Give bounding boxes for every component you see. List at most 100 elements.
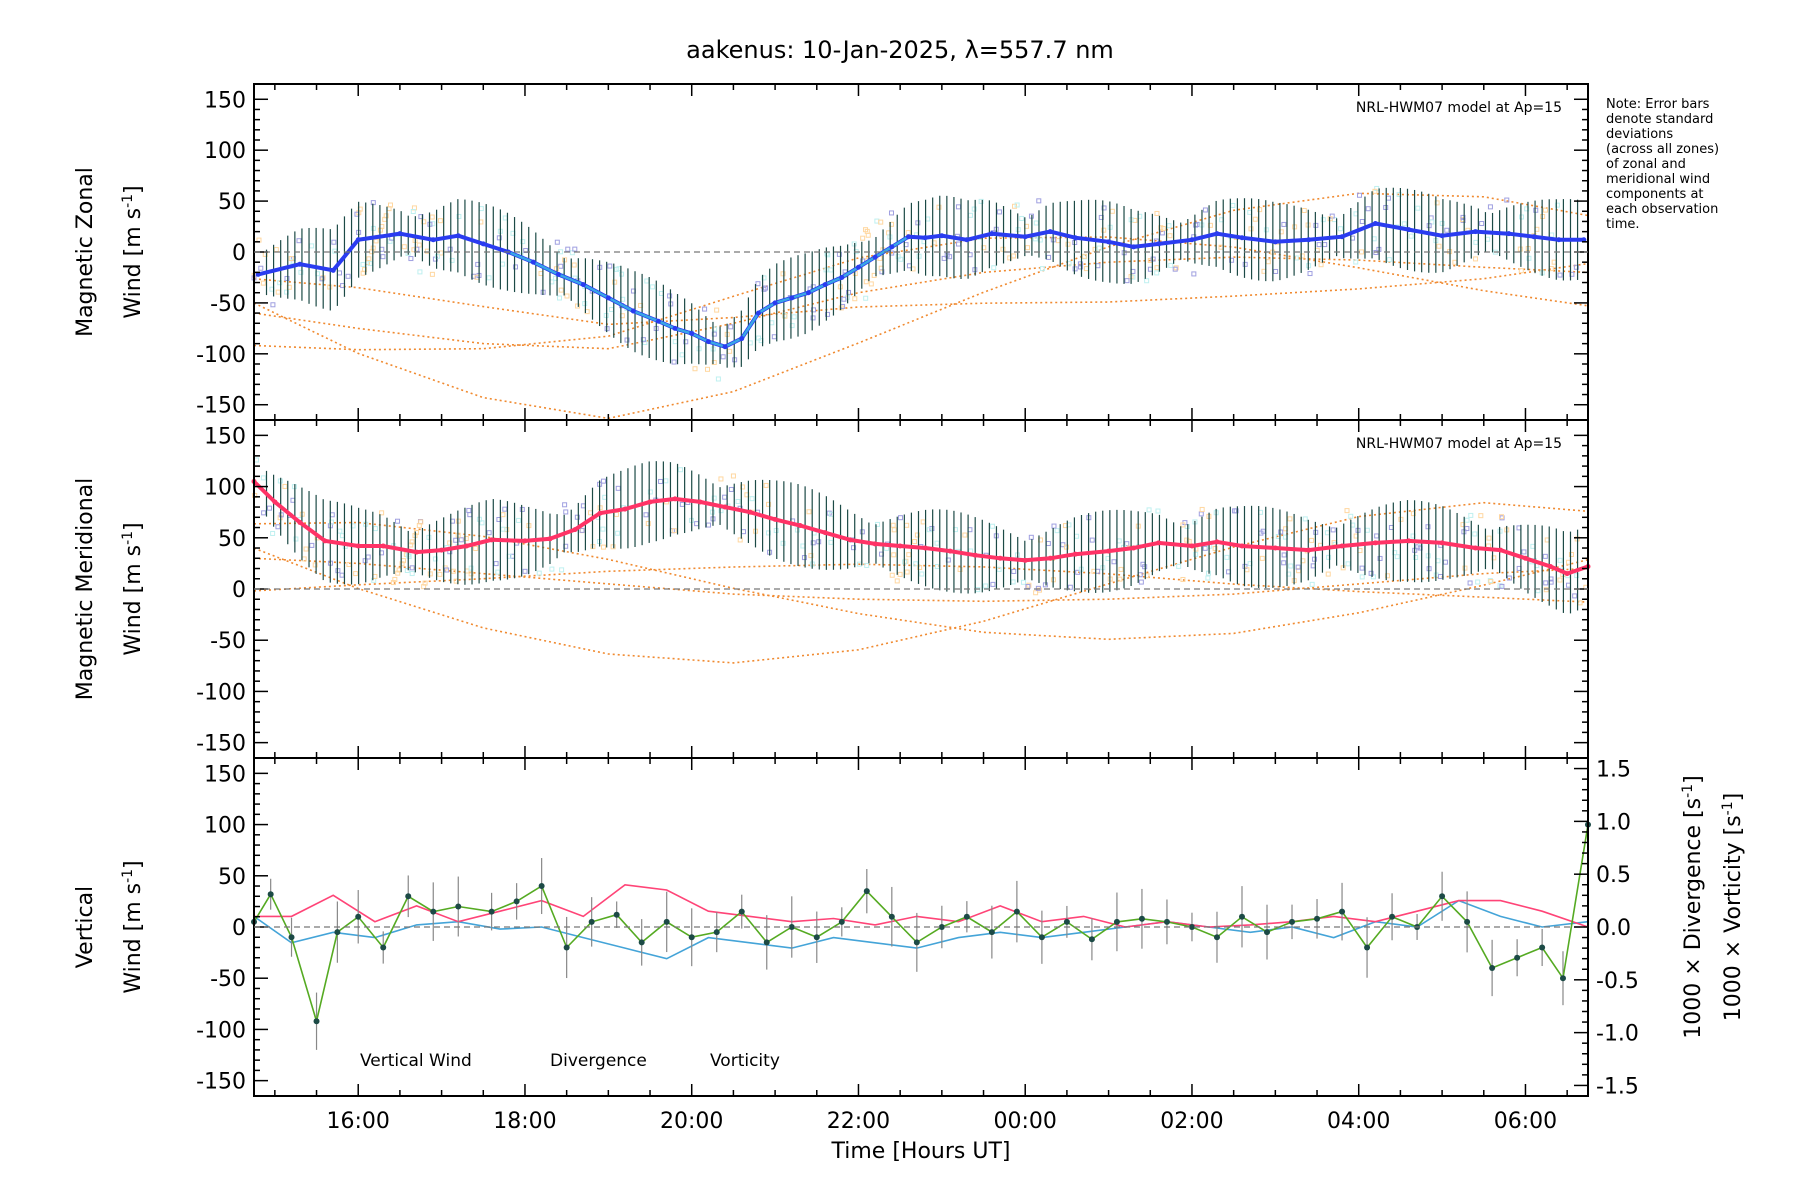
zonal-wind-point (1472, 229, 1478, 235)
scatter-point (1467, 580, 1473, 586)
vertical-wind-point (688, 934, 695, 941)
scatter-point (1202, 545, 1208, 551)
meridional-wind-point (722, 504, 728, 510)
scatter-point (254, 457, 260, 463)
scatter-point (925, 216, 931, 222)
zonal-wind-point (1156, 241, 1162, 247)
vertical-wind-point (1264, 929, 1271, 936)
scatter-point (1436, 243, 1442, 249)
scatter-point (1415, 205, 1421, 211)
scatter-point (828, 539, 834, 545)
scatter-point (486, 530, 492, 536)
vertical-wind-point (913, 939, 920, 946)
scatter-point (427, 571, 433, 577)
zonal-wind-point (1131, 244, 1137, 250)
note-line: meridional wind (1606, 172, 1710, 187)
scatter-point (1372, 188, 1378, 194)
scatter-point (771, 334, 777, 340)
scatter-point (1353, 259, 1359, 265)
scatter-point (447, 540, 453, 546)
scatter-point (366, 256, 372, 262)
zonal-wind-point (1506, 231, 1512, 237)
scatter-point (296, 238, 302, 244)
scatter-point (392, 576, 398, 582)
y2-tick-label: 1.5 (1596, 758, 1631, 783)
scatter-point (851, 545, 857, 551)
x-tick-label: 00:00 (994, 1109, 1057, 1134)
scatter-point (1257, 207, 1263, 213)
scatter-point (1037, 237, 1043, 243)
scatter-point (728, 324, 734, 330)
scatter-point (463, 536, 469, 542)
scatter-point (1468, 512, 1474, 518)
scatter-point (996, 566, 1002, 572)
scatter-point (1012, 203, 1018, 209)
zonal-wind-point (1214, 231, 1220, 237)
scatter-point (825, 311, 831, 317)
scatter-point (683, 339, 689, 345)
scatter-point (891, 552, 897, 558)
scatter-point (1549, 232, 1555, 238)
scatter-point (1473, 256, 1479, 262)
model-label: NRL-HWM07 model at Ap=15 (1356, 436, 1562, 452)
scatter-point (456, 213, 462, 219)
vertical-wind-point (938, 924, 945, 930)
scatter-point (500, 261, 506, 267)
scatter-point (1530, 543, 1536, 549)
scatter-point (1386, 257, 1392, 263)
scatter-point (360, 261, 366, 267)
scatter-point (761, 275, 767, 281)
scatter-point (1278, 229, 1284, 235)
zonal-wind-point (1581, 237, 1587, 243)
x-tick-label: 04:00 (1327, 1109, 1390, 1134)
zonal-wind-point (822, 282, 828, 288)
scatter-point (404, 567, 410, 573)
scatter-point (766, 501, 772, 507)
scatter-point (650, 284, 656, 290)
scatter-point (727, 348, 733, 354)
scatter-point (1146, 507, 1152, 513)
scatter-point (553, 266, 559, 272)
scatter-point (1396, 191, 1402, 197)
scatter-point (1557, 577, 1563, 583)
meridional-wind-point (572, 527, 578, 533)
y-tick-label: -50 (210, 967, 246, 992)
scatter-point (1193, 551, 1199, 557)
meridional-wind-point (1306, 547, 1312, 553)
y-axis-label: Magnetic Meridional (73, 478, 98, 700)
scatter-point (438, 250, 444, 256)
scatter-point (1065, 241, 1071, 247)
scatter-point (486, 275, 492, 281)
scatter-point (1385, 195, 1391, 201)
x-tick-label: 02:00 (1160, 1109, 1223, 1134)
scatter-point (671, 528, 677, 534)
zonal-wind-line (257, 221, 1584, 349)
scatter-point (1166, 223, 1172, 229)
scatter-point (971, 206, 977, 212)
scatter-point (395, 518, 401, 524)
scatter-point (410, 209, 416, 215)
scatter-point (1295, 564, 1301, 570)
scatter-point (1281, 552, 1287, 558)
vertical-wind-point (1489, 964, 1496, 971)
y2-axis-label: 1000 × Vorticity [s-1] (1720, 793, 1746, 1021)
meridional-wind-point (1339, 543, 1345, 549)
scatter-point (722, 494, 728, 500)
meridional-wind-point (297, 519, 303, 525)
scatter-point (1338, 226, 1344, 232)
scatter-point (878, 219, 884, 225)
scatter-point (437, 218, 443, 224)
scatter-point (607, 263, 613, 269)
scatter-point (749, 496, 755, 502)
scatter-point (841, 296, 847, 302)
scatter-point (1356, 192, 1362, 198)
scatter-point (608, 306, 614, 312)
scatter-point (1439, 220, 1445, 226)
scatter-point (1464, 526, 1470, 532)
y-tick-label: 100 (204, 139, 246, 164)
scatter-point (711, 331, 717, 337)
scatter-point (1232, 508, 1238, 514)
scatter-point (1345, 561, 1351, 567)
y-tick-label: 100 (204, 814, 246, 839)
